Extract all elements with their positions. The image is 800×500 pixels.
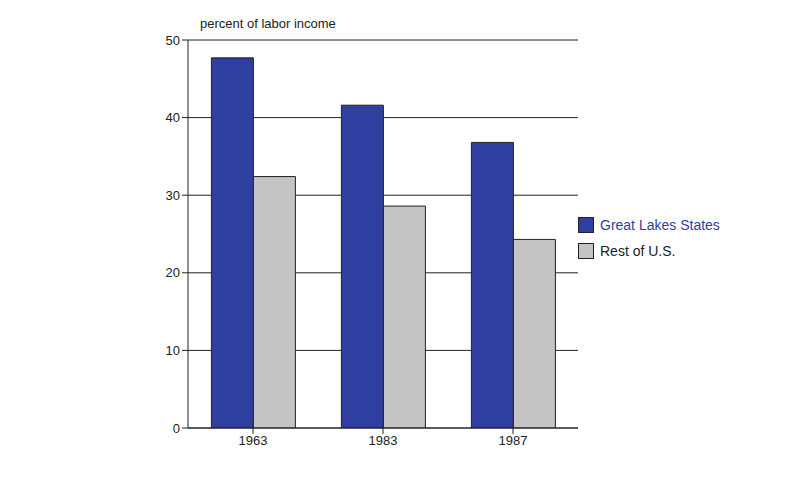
html-text:Great Lakes States: Great Lakes States (600, 217, 720, 233)
svg-text:30: 30 (166, 188, 180, 203)
svg-text:20: 20 (166, 265, 180, 280)
svg-text:40: 40 (166, 110, 180, 125)
svg-text:1987: 1987 (499, 433, 528, 448)
html-text:percent of labor income: percent of labor income (200, 16, 336, 31)
html-text:Rest of U.S.: Rest of U.S. (600, 243, 676, 259)
svg-text:0: 0 (173, 421, 180, 436)
svg-text:50: 50 (166, 33, 180, 48)
svg-text:10: 10 (166, 343, 180, 358)
svg-text:1963: 1963 (239, 433, 268, 448)
svg-text:1983: 1983 (369, 433, 398, 448)
